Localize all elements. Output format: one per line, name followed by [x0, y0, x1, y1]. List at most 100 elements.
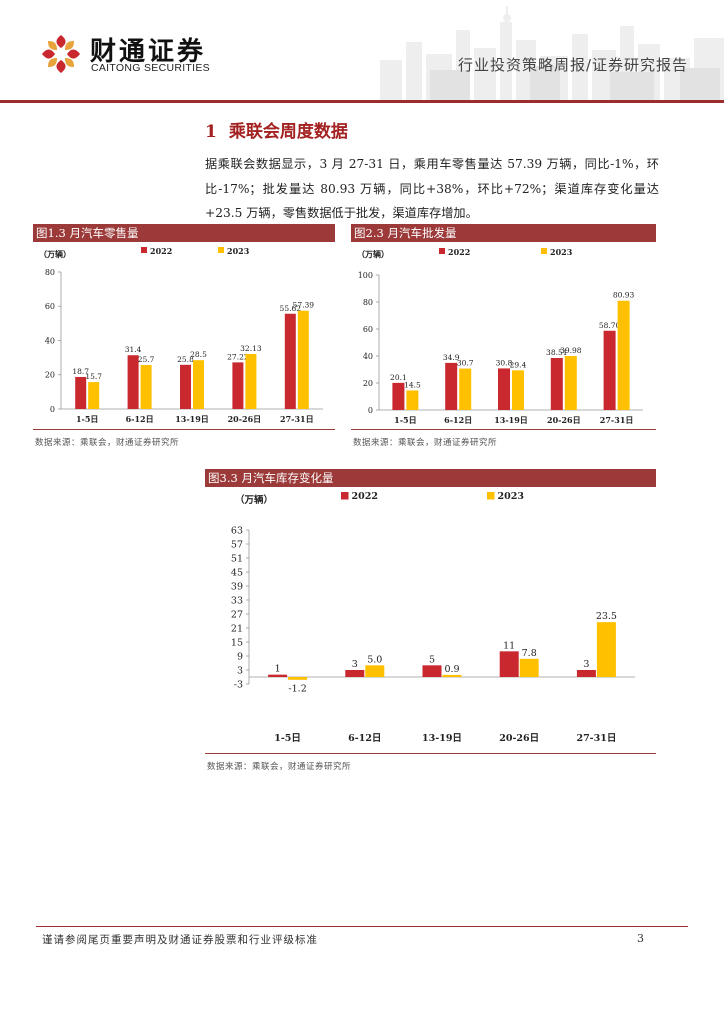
x-tick-label: 6-12日 [444, 415, 472, 425]
legend-label: 2023 [498, 491, 524, 502]
bar [459, 368, 472, 410]
bar [284, 313, 296, 409]
bar [288, 677, 308, 680]
legend-label: 2023 [550, 247, 573, 257]
figure-retail-sales: 图1.3 月汽车零售量 （万辆） 2022 2023 0 20 40 60 80 18.7 15.… [33, 224, 335, 434]
data-label: 1 [275, 664, 281, 675]
section-number: 1 [205, 122, 217, 142]
bar [88, 382, 100, 409]
legend-label: 2022 [352, 491, 378, 502]
data-label: 18.7 [72, 367, 89, 376]
bar [603, 330, 616, 410]
figure-bottom-rule [33, 429, 335, 430]
data-label: 30.8 [496, 358, 513, 367]
bar [512, 370, 524, 410]
y-tick-label: 57 [231, 539, 243, 550]
logo-chinese-name: 财通证券 [90, 37, 207, 67]
bar [75, 376, 87, 409]
bar [392, 382, 405, 410]
header-divider [0, 100, 724, 103]
data-label: 34.9 [443, 353, 460, 362]
legend-label: 2022 [448, 247, 470, 257]
legend-swatch [341, 492, 349, 500]
data-label: 0.9 [444, 664, 459, 675]
y-tick-label: 60 [363, 325, 373, 334]
x-tick-label: 6-12日 [126, 414, 154, 424]
figure-caption-bar: 图2.3 月汽车批发量 [351, 224, 656, 242]
data-label: 30.7 [457, 359, 474, 368]
bar [127, 355, 139, 409]
data-label: 11 [503, 640, 515, 651]
x-tick-label: 13-19日 [494, 415, 528, 425]
data-label: 29.4 [510, 360, 527, 369]
bar [140, 364, 152, 409]
bar [345, 670, 365, 677]
x-tick-label: 20-26日 [499, 733, 539, 744]
data-label: 5.0 [367, 654, 382, 665]
bar [596, 622, 616, 677]
figure-caption-bar: 图1.3 月汽车零售量 [33, 224, 335, 242]
y-tick-label: 20 [45, 371, 55, 380]
figure-source-note: 数据来源：乘联会，财通证券研究所 [207, 762, 352, 772]
bar [519, 658, 539, 677]
footer-disclaimer: 谨请参阅尾页重要声明及财通证券股票和行业评级标准 [42, 934, 318, 946]
x-tick-label: 1-5日 [76, 414, 98, 424]
y-tick-label: 3 [237, 665, 243, 676]
legend-swatch [141, 247, 147, 253]
y-tick-label: 9 [237, 651, 243, 662]
data-label: 31.4 [125, 345, 142, 354]
data-label: 5 [429, 654, 435, 665]
data-label: 39.98 [560, 346, 582, 355]
y-tick-label: 100 [358, 271, 373, 280]
x-tick-label: 6-12日 [348, 733, 381, 744]
bar [268, 674, 288, 677]
bar [232, 362, 244, 409]
summary-paragraph: 据乘联会数据显示，3 月 27-31 日，乘用车零售量达 57.39 万辆，同比… [205, 157, 659, 220]
bar [617, 300, 630, 410]
y-tick-label: 60 [45, 302, 55, 311]
logo-english-name: CAITONG SECURITIES [91, 62, 210, 74]
figure-inventory-change: 图3.3 月汽车库存变化量 （万辆） 2022 2023 -3 3 9 15 21 27 33 39… [205, 469, 656, 755]
x-tick-label: 27-31日 [280, 414, 314, 424]
data-label: 23.5 [596, 611, 617, 622]
figure-wholesale: 图2.3 月汽车批发量 （万辆） 2022 2023 0 20 40 60 80 100 20.1… [351, 224, 656, 434]
bar [406, 390, 419, 410]
legend-swatch [487, 492, 495, 500]
bar [550, 358, 563, 410]
bar [576, 670, 596, 677]
x-tick-label: 1-5日 [274, 733, 301, 744]
bar [245, 353, 257, 409]
data-label: 25.8 [177, 355, 194, 364]
figure-bottom-rule [205, 753, 656, 754]
bar [445, 362, 458, 410]
data-label: 58.70 [599, 321, 621, 330]
company-logo: 财通证券 CAITONG SECURITIES [40, 33, 240, 77]
y-tick-label: 33 [231, 595, 243, 606]
bar [499, 651, 519, 677]
data-label: 27.22 [227, 352, 249, 361]
x-tick-label: 1-5日 [394, 415, 416, 425]
unit-label: （万辆） [39, 249, 71, 259]
unit-label: （万辆） [235, 494, 273, 506]
y-tick-label: 40 [363, 352, 373, 361]
bar [365, 665, 385, 677]
x-tick-label: 13-19日 [422, 733, 462, 744]
y-tick-label: 39 [231, 581, 243, 592]
inventory-change-chart: （万辆） 2022 2023-3391521273339455157631-1.21… [231, 491, 635, 744]
data-label: 7.8 [522, 648, 537, 659]
legend-swatch [541, 248, 547, 254]
bar [564, 356, 577, 410]
bar [297, 310, 309, 409]
section-heading: 1 乘联会周度数据 [205, 117, 348, 142]
figure-bottom-rule [351, 429, 656, 430]
x-tick-label: 20-26日 [228, 414, 262, 424]
data-label: 55.62 [280, 304, 302, 313]
y-tick-label: 51 [231, 553, 243, 564]
data-label: 25.7 [138, 355, 155, 364]
report-type-label: 行业投资策略周报/证券研究报告 [457, 56, 688, 74]
x-tick-label: 27-31日 [576, 733, 616, 744]
y-tick-label: 27 [231, 609, 243, 620]
y-tick-label: 20 [363, 379, 373, 388]
figure-caption-bar: 图3.3 月汽车库存变化量 [205, 469, 656, 487]
page-header: 财通证券 CAITONG SECURITIES 行业投资策略周报/证券研究报告 [0, 0, 724, 104]
